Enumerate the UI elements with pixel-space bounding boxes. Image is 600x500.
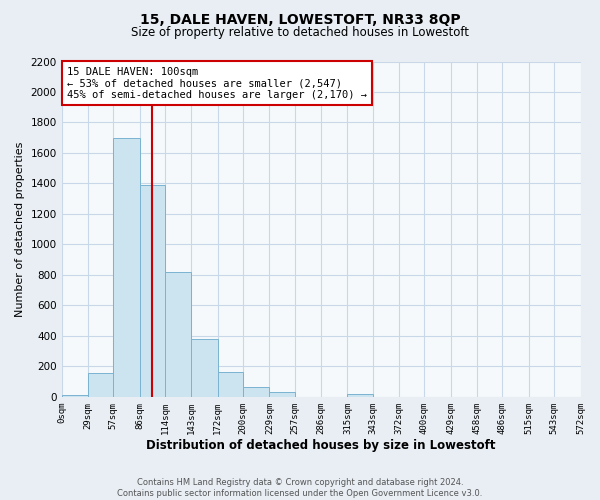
- X-axis label: Distribution of detached houses by size in Lowestoft: Distribution of detached houses by size …: [146, 440, 496, 452]
- Bar: [347, 394, 373, 397]
- Bar: [191, 339, 218, 397]
- Text: Size of property relative to detached houses in Lowestoft: Size of property relative to detached ho…: [131, 26, 469, 39]
- Bar: [269, 392, 295, 397]
- Bar: [218, 372, 243, 397]
- Text: 15, DALE HAVEN, LOWESTOFT, NR33 8QP: 15, DALE HAVEN, LOWESTOFT, NR33 8QP: [140, 12, 460, 26]
- Bar: [113, 138, 140, 397]
- Bar: [243, 387, 269, 397]
- Bar: [165, 272, 191, 397]
- Y-axis label: Number of detached properties: Number of detached properties: [15, 142, 25, 317]
- Text: Contains HM Land Registry data © Crown copyright and database right 2024.
Contai: Contains HM Land Registry data © Crown c…: [118, 478, 482, 498]
- Bar: [140, 185, 165, 397]
- Text: 15 DALE HAVEN: 100sqm
← 53% of detached houses are smaller (2,547)
45% of semi-d: 15 DALE HAVEN: 100sqm ← 53% of detached …: [67, 66, 367, 100]
- Bar: [88, 373, 113, 397]
- Bar: [62, 394, 88, 397]
